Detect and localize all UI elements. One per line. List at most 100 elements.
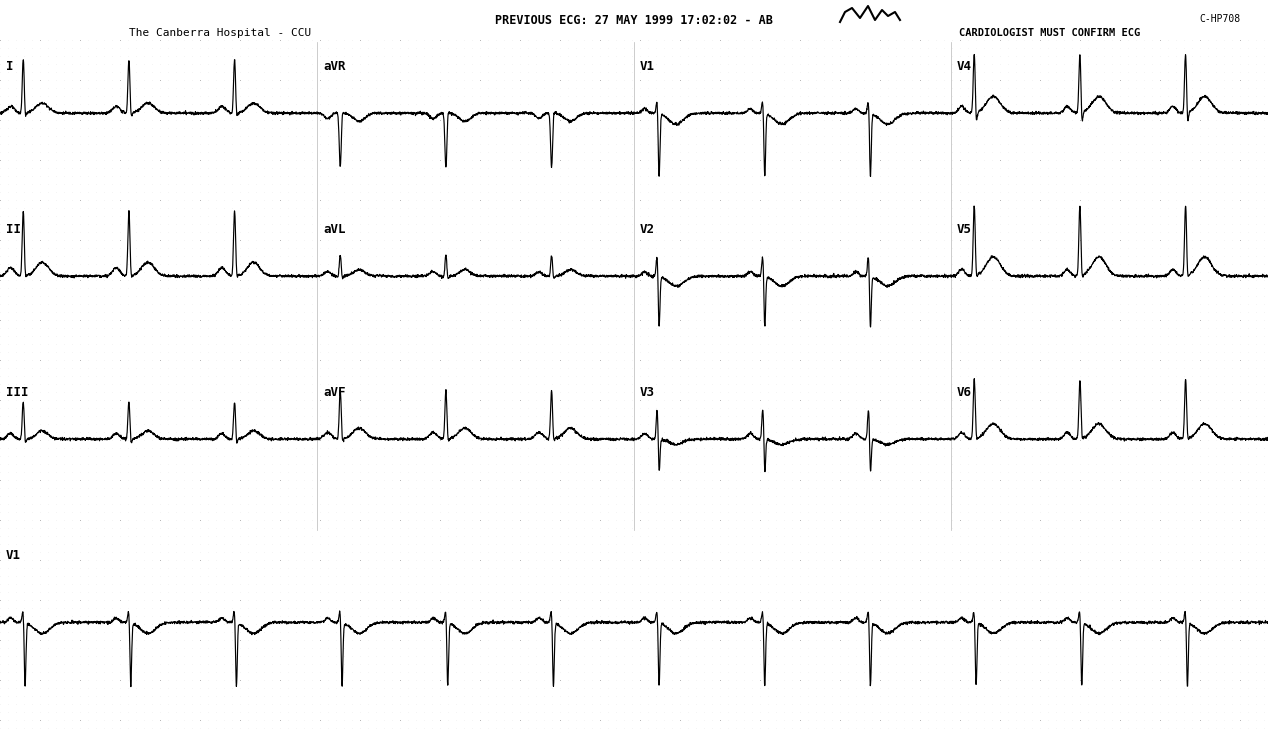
Point bbox=[366, 362, 387, 374]
Point bbox=[1134, 706, 1154, 718]
Point bbox=[406, 570, 426, 582]
Point bbox=[389, 418, 410, 430]
Point bbox=[1262, 634, 1268, 646]
Point bbox=[1142, 530, 1163, 542]
Point bbox=[702, 602, 723, 614]
Point bbox=[1150, 578, 1170, 590]
Point bbox=[86, 330, 107, 342]
Point bbox=[53, 426, 74, 438]
Point bbox=[782, 466, 803, 478]
Point bbox=[918, 50, 938, 62]
Point bbox=[478, 90, 498, 102]
Point bbox=[1006, 474, 1026, 486]
Point bbox=[406, 706, 426, 718]
Point bbox=[174, 634, 194, 646]
Point bbox=[662, 50, 682, 62]
Point bbox=[1085, 386, 1106, 398]
Point bbox=[413, 362, 434, 374]
Point bbox=[22, 586, 42, 598]
Point bbox=[454, 666, 474, 678]
Point bbox=[798, 466, 818, 478]
Point bbox=[374, 50, 394, 62]
Point bbox=[1174, 418, 1194, 430]
Point bbox=[1198, 522, 1219, 534]
Point bbox=[957, 642, 978, 654]
Point bbox=[142, 346, 162, 358]
Point bbox=[702, 66, 723, 78]
Point bbox=[398, 50, 418, 62]
Point bbox=[157, 282, 178, 294]
Point bbox=[1022, 434, 1042, 446]
Point bbox=[742, 274, 762, 286]
Point bbox=[1094, 674, 1115, 686]
Point bbox=[862, 626, 883, 638]
Point bbox=[254, 154, 274, 166]
Point bbox=[1246, 594, 1267, 606]
Point bbox=[1022, 578, 1042, 590]
Point bbox=[333, 354, 354, 366]
Point bbox=[957, 74, 978, 86]
Point bbox=[725, 562, 746, 574]
Point bbox=[1085, 610, 1106, 622]
Point bbox=[486, 498, 506, 510]
Point bbox=[278, 610, 298, 622]
Point bbox=[725, 90, 746, 102]
Point bbox=[1006, 434, 1026, 446]
Point bbox=[238, 482, 259, 494]
Point bbox=[205, 634, 226, 646]
Point bbox=[1150, 562, 1170, 574]
Point bbox=[1030, 578, 1050, 590]
Point bbox=[134, 386, 155, 398]
Point bbox=[541, 458, 562, 470]
Point bbox=[1262, 458, 1268, 470]
Point bbox=[1037, 210, 1058, 222]
Point bbox=[350, 730, 370, 734]
Point bbox=[614, 346, 634, 358]
Point bbox=[590, 514, 610, 526]
Point bbox=[597, 90, 618, 102]
Point bbox=[205, 42, 226, 54]
Point bbox=[205, 594, 226, 606]
Point bbox=[366, 154, 387, 166]
Point bbox=[389, 706, 410, 718]
Point bbox=[382, 642, 402, 654]
Point bbox=[150, 338, 170, 350]
Point bbox=[974, 106, 994, 118]
Point bbox=[454, 370, 474, 382]
Point bbox=[933, 634, 954, 646]
Point bbox=[262, 170, 283, 182]
Point bbox=[1238, 618, 1258, 630]
Point bbox=[94, 266, 114, 278]
Point bbox=[70, 114, 90, 126]
Point bbox=[134, 482, 155, 494]
Point bbox=[254, 266, 274, 278]
Point bbox=[1254, 426, 1268, 438]
Point bbox=[166, 226, 186, 238]
Point bbox=[662, 586, 682, 598]
Point bbox=[630, 674, 650, 686]
Point bbox=[1254, 466, 1268, 478]
Point bbox=[1182, 178, 1202, 190]
Point bbox=[1022, 530, 1042, 542]
Point bbox=[1174, 138, 1194, 150]
Point bbox=[214, 418, 235, 430]
Point bbox=[614, 114, 634, 126]
Point bbox=[246, 346, 266, 358]
Point bbox=[278, 346, 298, 358]
Point bbox=[150, 498, 170, 510]
Point bbox=[574, 530, 595, 542]
Point bbox=[1022, 34, 1042, 46]
Point bbox=[1262, 82, 1268, 94]
Point bbox=[430, 282, 450, 294]
Point bbox=[846, 642, 866, 654]
Point bbox=[110, 194, 131, 206]
Point bbox=[957, 546, 978, 558]
Point bbox=[77, 690, 98, 702]
Point bbox=[22, 138, 42, 150]
Point bbox=[782, 458, 803, 470]
Point bbox=[222, 562, 242, 574]
Point bbox=[30, 282, 51, 294]
Point bbox=[981, 170, 1002, 182]
Point bbox=[654, 98, 675, 110]
Point bbox=[1094, 426, 1115, 438]
